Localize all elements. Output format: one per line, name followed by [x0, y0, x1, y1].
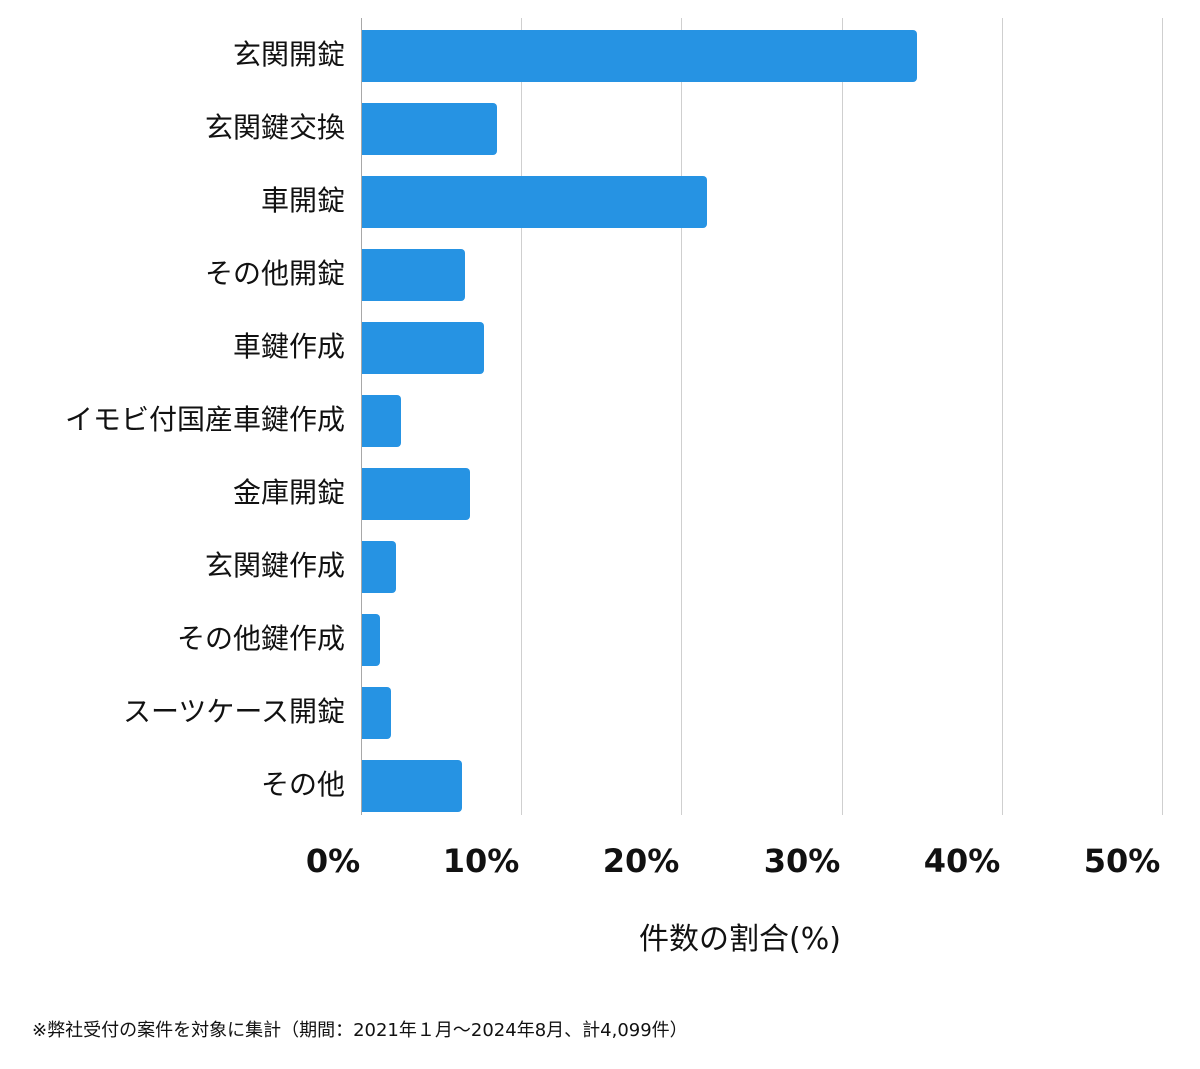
- bar: [361, 395, 402, 447]
- x-tick-10: 10%: [442, 842, 520, 880]
- bar-row: [361, 529, 1162, 602]
- bar-row: [361, 602, 1162, 675]
- category-label: 車鍵作成: [232, 330, 345, 363]
- x-tick-20: 20%: [602, 842, 680, 880]
- category-label: 玄関鍵交換: [204, 111, 345, 144]
- y-axis-line: [361, 18, 362, 815]
- bar: [361, 614, 381, 666]
- footnote: ※弊社受付の案件を対象に集計（期間：2021年１月～2024年8月、計4,099…: [32, 1020, 688, 1041]
- x-axis-label: 件数の割合(%): [639, 922, 841, 957]
- bar: [361, 541, 397, 593]
- bar: [361, 322, 485, 374]
- x-tick-30: 30%: [763, 842, 841, 880]
- category-label: 玄関鍵作成: [204, 549, 345, 582]
- bar: [361, 760, 462, 812]
- bar-row: [361, 237, 1162, 310]
- gridline-10: [521, 18, 522, 815]
- bar: [361, 249, 466, 301]
- gridline-30: [842, 18, 843, 815]
- bar-row: [361, 164, 1162, 237]
- gridline-50: [1162, 18, 1163, 815]
- x-tick-0: 0%: [305, 842, 361, 880]
- bar: [361, 468, 470, 520]
- category-label: 玄関開錠: [232, 38, 345, 71]
- x-tick-50: 50%: [1083, 842, 1161, 880]
- category-label: イモビ付国産車鍵作成: [64, 403, 345, 436]
- category-label: スーツケース開錠: [122, 695, 345, 728]
- category-label: その他: [260, 768, 345, 801]
- category-label: 車開錠: [260, 184, 345, 217]
- category-label: その他開錠: [204, 257, 345, 290]
- gridline-40: [1002, 18, 1003, 815]
- plot-area: [361, 18, 1163, 815]
- bar: [361, 103, 498, 155]
- bar-row: [361, 18, 1162, 91]
- bar-row: [361, 456, 1162, 529]
- x-tick-40: 40%: [923, 842, 1001, 880]
- bar-row: [361, 675, 1162, 748]
- bar: [361, 687, 392, 739]
- bar: [361, 176, 708, 228]
- bar-row: [361, 91, 1162, 164]
- category-label: その他鍵作成: [176, 622, 345, 655]
- gridline-20: [681, 18, 682, 815]
- category-label: 金庫開錠: [232, 476, 345, 509]
- bar-row: [361, 310, 1162, 383]
- bar-row: [361, 748, 1162, 821]
- bar-row: [361, 383, 1162, 456]
- bar: [361, 30, 917, 82]
